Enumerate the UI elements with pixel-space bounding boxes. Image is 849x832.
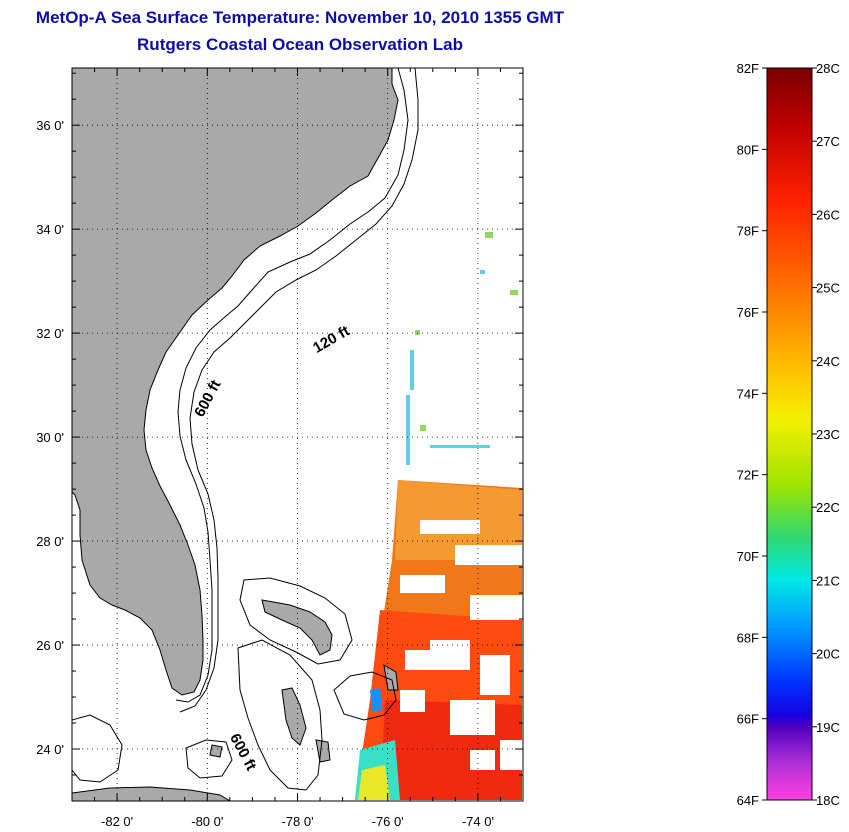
lon-tick-label: -82 0' [101, 814, 133, 829]
lon-tick-label: -80 0' [191, 814, 223, 829]
map-title: MetOp-A Sea Surface Temperature: Novembe… [35, 8, 565, 27]
colorbar-f-label: 68F [737, 630, 759, 645]
lat-tick-label: 30 0' [36, 430, 64, 445]
lat-tick-label: 32 0' [36, 326, 64, 341]
land-cuba [72, 786, 231, 801]
lon-tick-label: -78 0' [281, 814, 313, 829]
colorbar-c-label: 22C [816, 500, 840, 515]
depth-contours [72, 68, 419, 791]
colorbar-c-label: 21C [816, 573, 840, 588]
lat-tick-label: 28 0' [36, 534, 64, 549]
colorbar-f-label: 82F [737, 61, 759, 76]
colorbar-c-label: 28C [816, 61, 840, 76]
colorbar-gradient [766, 67, 813, 801]
colorbar-f-label: 72F [737, 468, 759, 483]
land-mainland [72, 68, 399, 696]
colorbar-c-label: 24C [816, 354, 840, 369]
lon-tick-label: -76 0' [372, 814, 404, 829]
colorbar-f-label: 78F [737, 224, 759, 239]
lat-tick-label: 24 0' [36, 742, 64, 757]
colorbar-f-label: 64F [737, 793, 759, 808]
colorbar: 82F 80F 78F 76F 74F 72F 70F 68F 66F 64F 28C 27C 26C 2… [737, 61, 840, 808]
lat-tick-label: 26 0' [36, 638, 64, 653]
map-subtitle: Rutgers Coastal Ocean Observation Lab [137, 35, 463, 54]
lat-tick-label: 34 0' [36, 222, 64, 237]
colorbar-c-label: 26C [816, 207, 840, 222]
lat-tick-label: 36 0' [36, 118, 64, 133]
land-bahamas [209, 599, 399, 763]
colorbar-f-label: 80F [737, 142, 759, 157]
colorbar-f-label: 74F [737, 386, 759, 401]
colorbar-f-label: 76F [737, 305, 759, 320]
colorbar-f-label: 70F [737, 549, 759, 564]
colorbar-c-label: 23C [816, 427, 840, 442]
colorbar-c-label: 27C [816, 134, 840, 149]
lon-tick-label: -74 0' [462, 814, 494, 829]
colorbar-f-label: 66F [737, 712, 759, 727]
colorbar-c-label: 19C [816, 720, 840, 735]
sst-swath [355, 232, 522, 800]
map-gridlines [72, 68, 523, 801]
colorbar-c-label: 25C [816, 281, 840, 296]
colorbar-c-label: 18C [816, 793, 840, 808]
colorbar-c-label: 20C [816, 647, 840, 662]
